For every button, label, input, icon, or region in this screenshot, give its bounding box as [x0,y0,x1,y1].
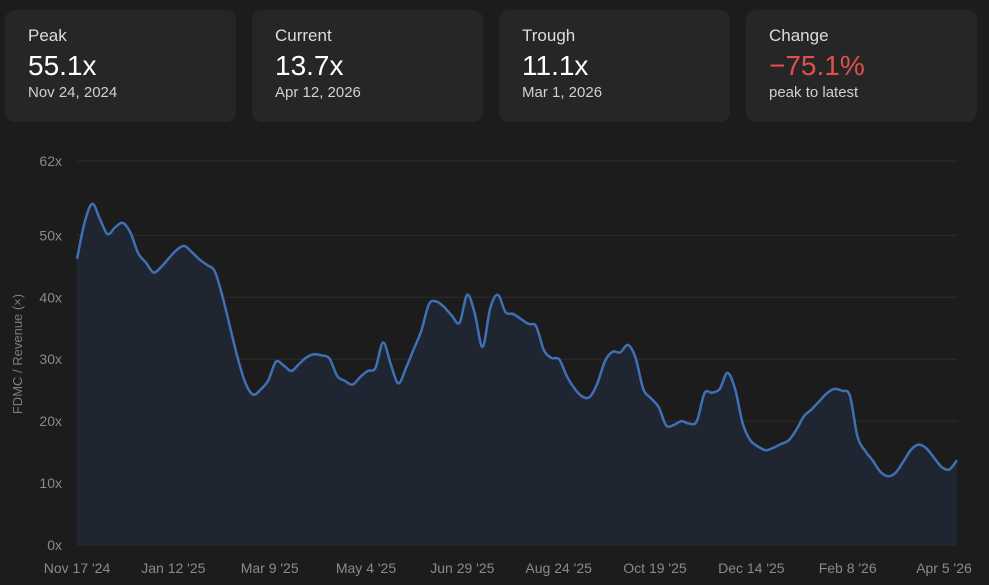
y-tick-label: 62x [39,153,62,169]
summary-cards: Peak 55.1x Nov 24, 2024 Current 13.7x Ap… [0,0,989,130]
change-note: peak to latest [769,84,859,101]
y-tick-label: 20x [39,413,62,429]
change-label: Change [769,26,829,45]
peak-date: Nov 24, 2024 [28,84,118,101]
peak-value: 55.1x [28,50,97,81]
y-axis-ticks: 0x 10x 20x 30x 40x 50x 62x [39,153,62,553]
x-tick-label: Feb 8 '26 [819,560,877,576]
x-tick-label: May 4 '25 [336,560,396,576]
x-tick-label: Nov 17 '24 [44,560,111,576]
x-tick-label: Dec 14 '25 [718,560,785,576]
trough-card: Trough 11.1x Mar 1, 2026 [499,10,730,122]
y-tick-label: 40x [39,289,62,305]
x-tick-label: Oct 19 '25 [623,560,687,576]
x-tick-label: Jun 29 '25 [430,560,494,576]
change-value: −75.1% [769,50,865,81]
x-tick-label: Mar 9 '25 [241,560,299,576]
x-axis-ticks: Nov 17 '24 Jan 12 '25 Mar 9 '25 May 4 '25 Ju… [44,560,972,576]
current-label: Current [275,26,332,45]
series-line [75,202,959,478]
current-card: Current 13.7x Apr 12, 2026 [252,10,483,122]
current-value: 13.7x [275,50,344,81]
current-date: Apr 12, 2026 [275,84,361,101]
fdmc-revenue-chart: 0x 10x 20x 30x 40x 50x 62x Nov 17 '24 Jan 12 '2… [10,153,972,576]
y-axis-label: FDMC / Revenue (×) [10,294,25,414]
x-tick-label: Apr 5 '26 [916,560,972,576]
peak-label: Peak [28,26,67,45]
change-card: Change −75.1% peak to latest [746,10,977,122]
x-tick-label: Jan 12 '25 [141,560,205,576]
series-area [77,203,957,545]
x-tick-label: Aug 24 '25 [525,560,592,576]
y-tick-label: 0x [47,537,62,553]
trough-value: 11.1x [522,50,589,81]
trough-label: Trough [522,26,576,45]
peak-card: Peak 55.1x Nov 24, 2024 [5,10,236,122]
trough-date: Mar 1, 2026 [522,84,603,101]
y-tick-label: 50x [39,227,62,243]
y-tick-label: 30x [39,351,62,367]
y-tick-label: 10x [39,475,62,491]
